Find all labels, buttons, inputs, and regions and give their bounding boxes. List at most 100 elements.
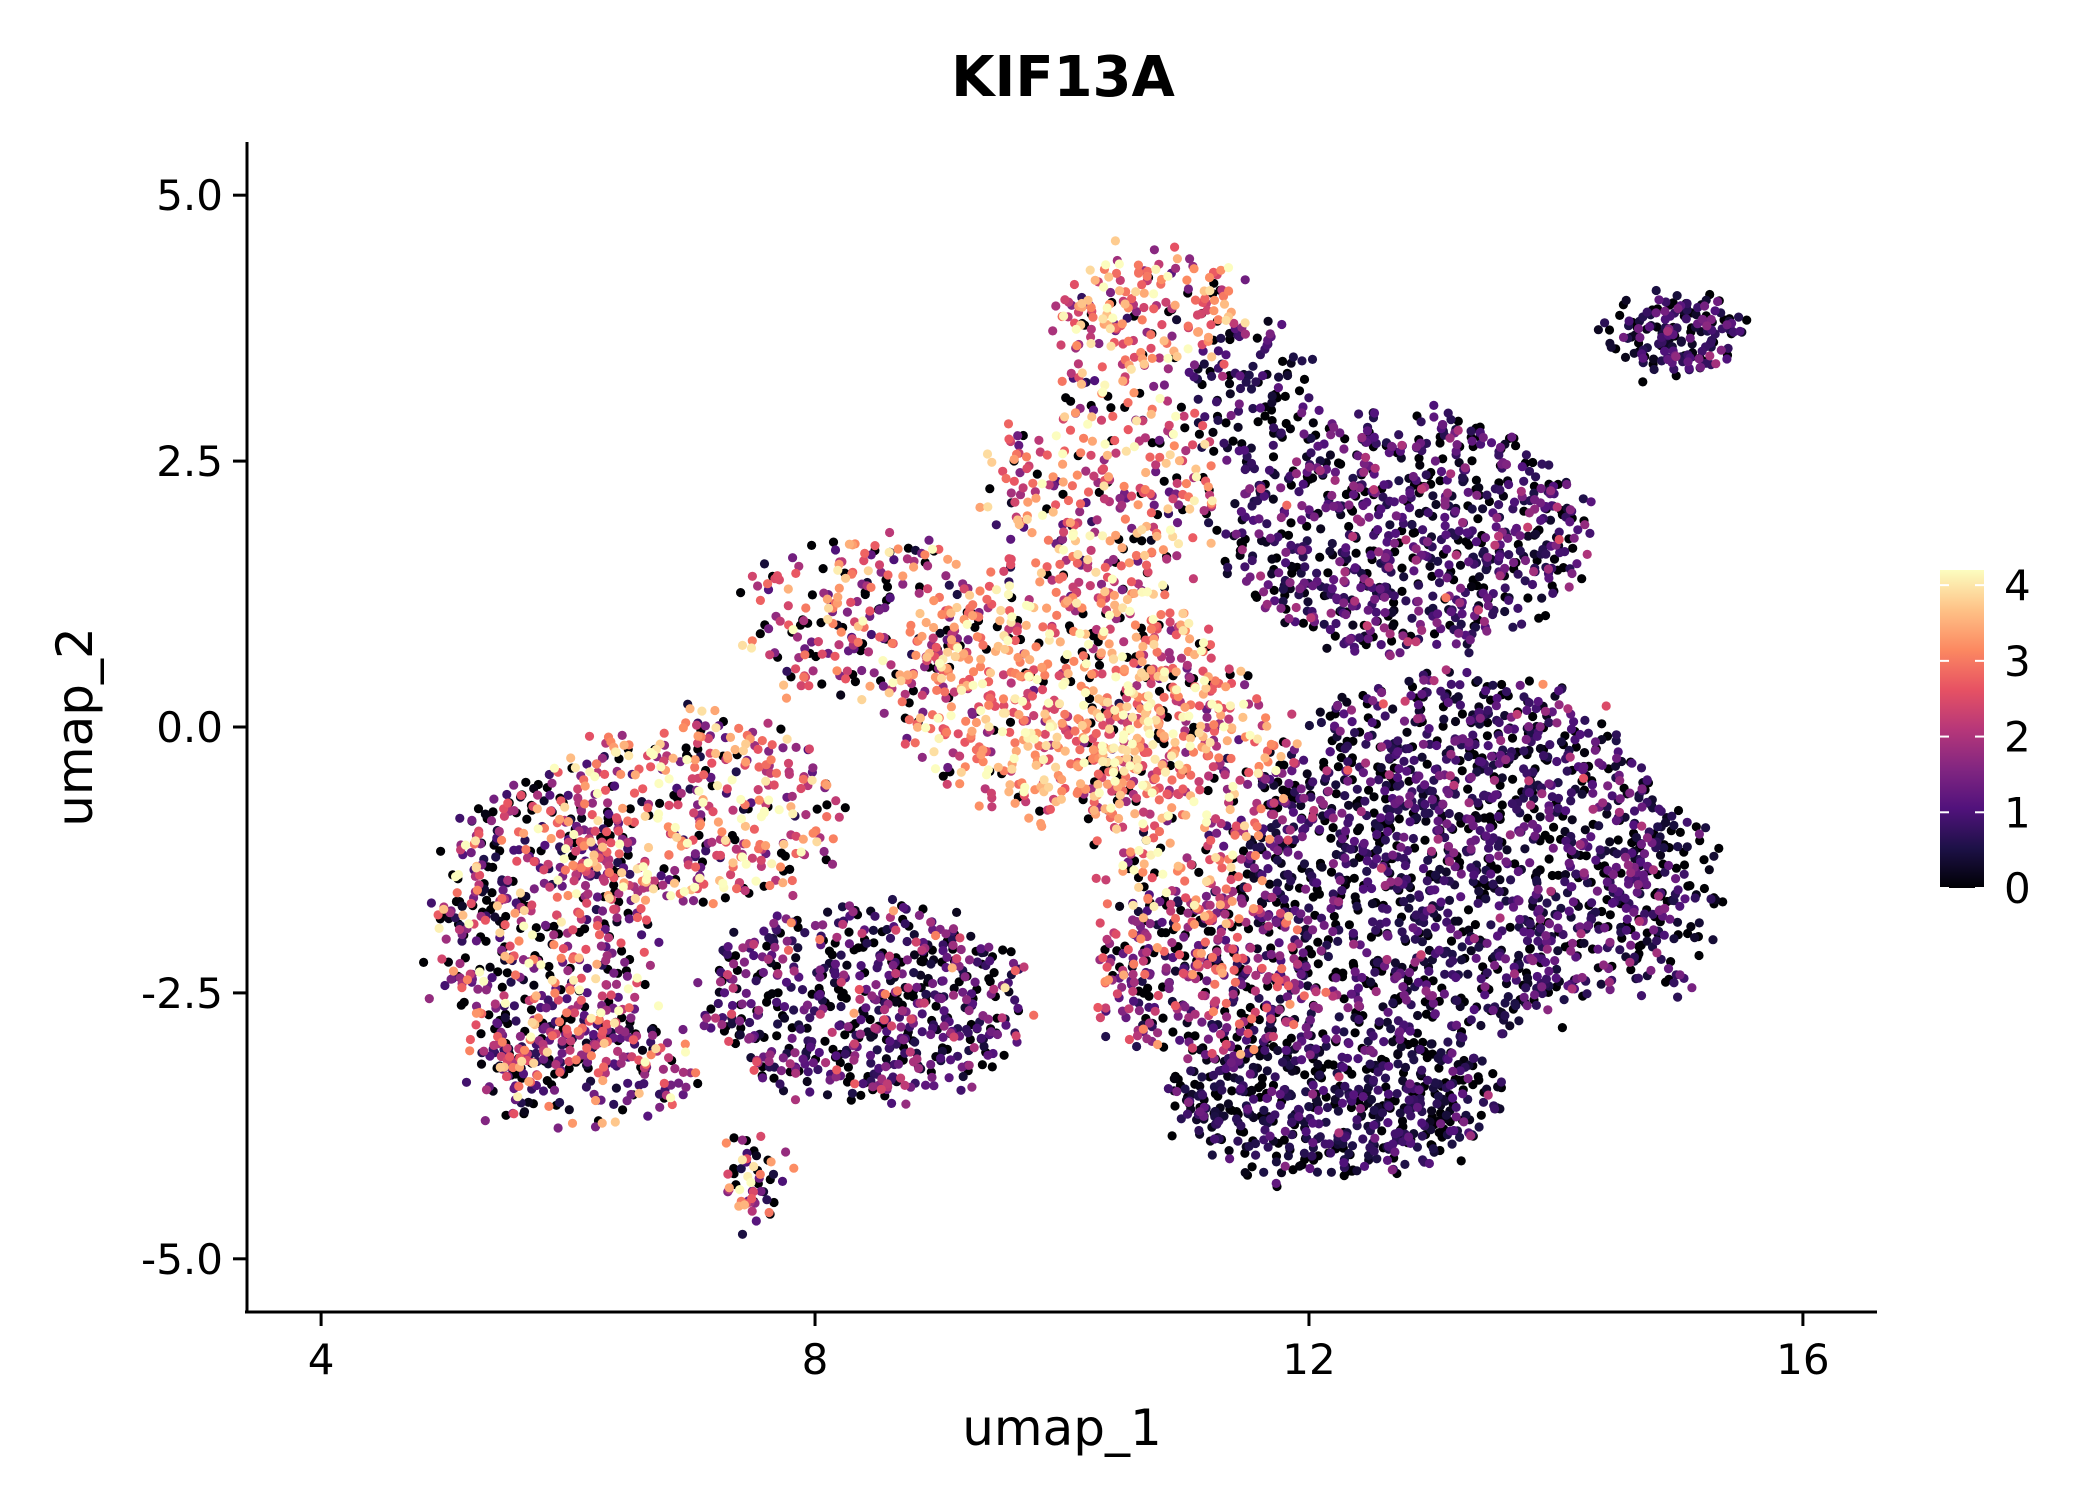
scatter-point	[1213, 415, 1223, 425]
scatter-point	[1281, 558, 1291, 568]
scatter-point	[473, 984, 483, 994]
scatter-point	[1566, 882, 1576, 892]
scatter-point	[698, 897, 708, 907]
scatter-point	[1473, 514, 1483, 524]
scatter-point	[1400, 1062, 1411, 1072]
scatter-point	[1366, 550, 1376, 560]
scatter-point	[840, 1049, 850, 1059]
scatter-point	[1303, 1030, 1313, 1040]
scatter-point	[1306, 792, 1316, 802]
scatter-point	[976, 944, 986, 954]
scatter-point	[1533, 936, 1543, 946]
scatter-point	[1412, 1102, 1423, 1112]
scatter-point	[1434, 825, 1444, 835]
scatter-point	[843, 1022, 853, 1032]
scatter-point	[1133, 906, 1143, 917]
scatter-point	[1520, 844, 1530, 854]
scatter-point	[818, 564, 828, 574]
scatter-point	[1482, 731, 1492, 741]
scatter-point	[509, 845, 519, 855]
scatter-point	[1340, 1081, 1350, 1091]
scatter-point	[983, 1014, 994, 1024]
scatter-point	[899, 1035, 909, 1045]
scatter-point	[909, 950, 920, 960]
scatter-point	[488, 807, 498, 817]
scatter-point	[1255, 403, 1266, 413]
scatter-point	[926, 1029, 936, 1040]
scatter-point	[1436, 686, 1446, 696]
scatter-point	[952, 589, 962, 600]
scatter-point	[1032, 469, 1042, 479]
scatter-point	[729, 959, 739, 969]
scatter-point	[1625, 788, 1635, 798]
scatter-point	[1326, 903, 1336, 914]
scatter-point	[455, 813, 465, 823]
scatter-point	[1278, 596, 1288, 606]
scatter-point	[1308, 581, 1318, 591]
scatter-point	[1294, 386, 1305, 396]
scatter-point	[885, 933, 896, 943]
scatter-point	[1313, 959, 1323, 969]
scatter-point	[1478, 1097, 1489, 1107]
scatter-point	[1169, 1074, 1179, 1084]
scatter-point	[1520, 576, 1530, 586]
scatter-point	[1334, 1088, 1344, 1098]
scatter-point	[1393, 736, 1403, 746]
scatter-point	[1649, 364, 1659, 375]
scatter-point	[1293, 1104, 1303, 1114]
scatter-point	[640, 979, 650, 990]
scatter-point	[1354, 823, 1365, 833]
scatter-point	[582, 759, 592, 769]
scatter-point	[1476, 757, 1486, 767]
scatter-point	[1387, 607, 1397, 618]
scatter-point	[1690, 893, 1700, 903]
scatter-point	[1483, 766, 1494, 776]
scatter-point	[1567, 815, 1577, 825]
scatter-point	[1444, 895, 1455, 906]
scatter-point	[746, 999, 756, 1009]
scatter-point	[1695, 836, 1705, 846]
scatter-point	[1457, 942, 1467, 952]
scatter-point	[655, 798, 665, 809]
scatter-point	[1454, 812, 1464, 822]
scatter-point	[1505, 1021, 1515, 1031]
scatter-point	[1522, 1001, 1532, 1011]
scatter-point	[1243, 1104, 1253, 1114]
scatter-point	[1417, 689, 1427, 699]
scatter-point	[1401, 596, 1411, 606]
scatter-point	[1389, 598, 1399, 608]
scatter-point	[1241, 377, 1251, 387]
scatter-point	[1544, 460, 1554, 470]
scatter-point	[1534, 904, 1544, 915]
scatter-point	[1492, 931, 1503, 941]
scatter-point	[1597, 719, 1607, 729]
scatter-point	[461, 1077, 472, 1087]
scatter-point	[1604, 325, 1615, 335]
scatter-point	[869, 938, 879, 948]
scatter-point	[610, 781, 620, 791]
scatter-point	[1525, 928, 1535, 938]
scatter-point	[904, 698, 914, 708]
scatter-point	[1421, 1009, 1432, 1019]
scatter-point	[1535, 743, 1545, 754]
scatter-point	[1553, 870, 1563, 880]
scatter-point	[1147, 438, 1157, 448]
scatter-point	[1149, 381, 1159, 391]
scatter-point	[1430, 456, 1440, 466]
scatter-point	[1444, 808, 1454, 819]
scatter-point	[1259, 587, 1269, 597]
scatter-point	[1571, 952, 1581, 962]
scatter-point	[966, 931, 976, 941]
scatter-point	[1164, 978, 1174, 988]
scatter-point	[1280, 1126, 1290, 1136]
scatter-point	[1324, 1139, 1334, 1149]
scatter-point	[954, 961, 964, 971]
scatter-point	[1383, 1118, 1393, 1128]
scatter-point	[1610, 761, 1621, 771]
scatter-point	[1361, 739, 1371, 749]
scatter-point	[964, 955, 975, 965]
scatter-point	[681, 743, 691, 753]
scatter-point	[440, 980, 450, 991]
scatter-point	[1427, 1106, 1437, 1116]
scatter-point	[1225, 1154, 1235, 1164]
